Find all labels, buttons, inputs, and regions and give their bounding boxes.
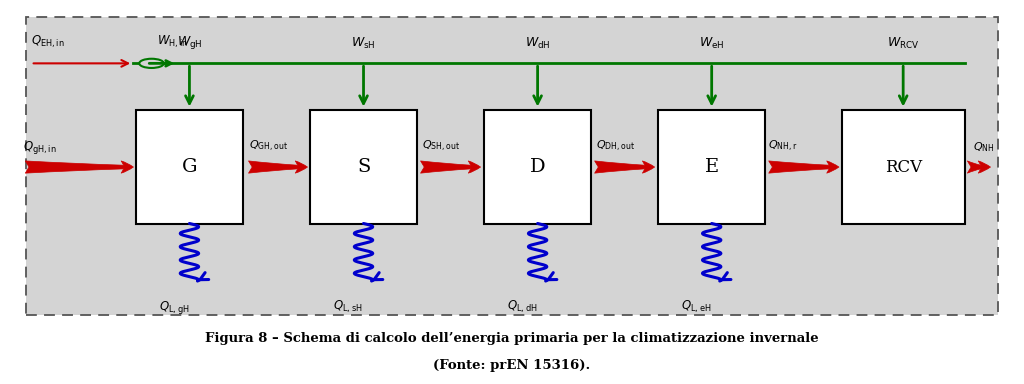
FancyBboxPatch shape bbox=[657, 111, 765, 223]
Text: Figura 8 – Schema di calcolo dell’energia primaria per la climatizzazione invern: Figura 8 – Schema di calcolo dell’energi… bbox=[205, 332, 819, 345]
Text: $Q_{\rm NH,r}$: $Q_{\rm NH,r}$ bbox=[768, 139, 798, 154]
FancyBboxPatch shape bbox=[484, 111, 592, 223]
Text: G: G bbox=[181, 158, 198, 176]
Text: $Q_{\rm gH,in}$: $Q_{\rm gH,in}$ bbox=[23, 139, 56, 156]
FancyBboxPatch shape bbox=[135, 111, 244, 223]
Text: S: S bbox=[357, 158, 370, 176]
Text: (Fonte: prEN 15316).: (Fonte: prEN 15316). bbox=[433, 359, 591, 372]
FancyBboxPatch shape bbox=[26, 17, 998, 315]
Text: D: D bbox=[529, 158, 546, 176]
Text: $Q_{\rm L,eH}$: $Q_{\rm L,eH}$ bbox=[681, 299, 712, 315]
Text: $Q_{\rm GH,out}$: $Q_{\rm GH,out}$ bbox=[249, 139, 288, 154]
Text: $Q_{\rm DH,out}$: $Q_{\rm DH,out}$ bbox=[596, 139, 635, 154]
Text: RCV: RCV bbox=[885, 159, 922, 175]
Text: $Q_{\rm L,sH}$: $Q_{\rm L,sH}$ bbox=[333, 299, 362, 315]
Text: $Q_{\rm EH,in}$: $Q_{\rm EH,in}$ bbox=[31, 33, 65, 50]
FancyBboxPatch shape bbox=[309, 111, 418, 223]
Text: $Q_{\rm SH,out}$: $Q_{\rm SH,out}$ bbox=[422, 139, 460, 154]
Text: $W_{\rm dH}$: $W_{\rm dH}$ bbox=[524, 36, 551, 51]
Circle shape bbox=[139, 59, 164, 68]
Text: $W_{\rm eH}$: $W_{\rm eH}$ bbox=[699, 36, 724, 51]
FancyBboxPatch shape bbox=[842, 111, 965, 223]
Text: E: E bbox=[705, 158, 719, 176]
Text: $W_{\rm H,in}$: $W_{\rm H,in}$ bbox=[157, 33, 187, 50]
Text: $W_{\rm gH}$: $W_{\rm gH}$ bbox=[176, 34, 203, 51]
Text: $Q_{\rm NH}$: $Q_{\rm NH}$ bbox=[973, 140, 994, 154]
Text: $W_{\rm sH}$: $W_{\rm sH}$ bbox=[351, 36, 376, 51]
Text: $Q_{\rm L,dH}$: $Q_{\rm L,dH}$ bbox=[507, 299, 538, 315]
Text: $Q_{\rm L,gH}$: $Q_{\rm L,gH}$ bbox=[159, 299, 189, 316]
Text: $W_{\rm RCV}$: $W_{\rm RCV}$ bbox=[887, 36, 920, 51]
